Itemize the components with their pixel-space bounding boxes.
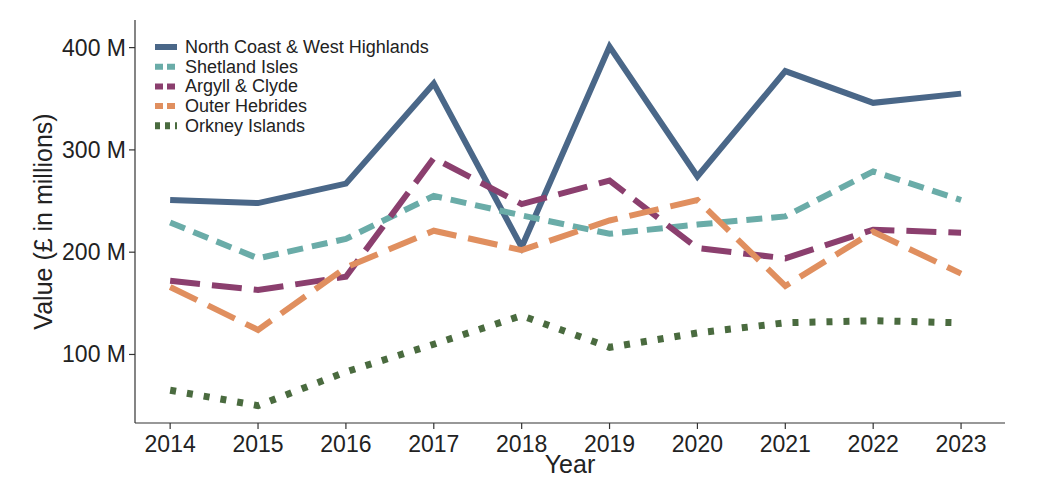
y-tick <box>129 149 135 150</box>
legend-swatch <box>155 122 177 129</box>
legend: North Coast & West HighlandsShetland Isl… <box>155 37 429 136</box>
series-line <box>170 200 961 330</box>
x-tick-label: 2015 <box>232 431 283 457</box>
x-axis-label: Year <box>545 450 596 478</box>
y-tick-label: 100 M <box>62 341 126 367</box>
legend-swatch <box>155 103 177 109</box>
y-tick-label: 300 M <box>62 137 126 163</box>
y-tick <box>129 252 135 253</box>
x-tick-label: 2018 <box>496 431 547 457</box>
x-tick-label: 2022 <box>848 431 899 457</box>
series-line <box>170 316 961 406</box>
x-tick <box>521 423 522 429</box>
x-tick <box>697 423 698 429</box>
y-axis-label: Value (£ in millions) <box>29 113 57 329</box>
lines <box>170 47 961 406</box>
legend-label: Orkney Islands <box>185 116 305 136</box>
x-tick <box>960 423 961 429</box>
x-tick <box>609 423 610 429</box>
legend-label: Argyll & Clyde <box>185 76 298 96</box>
legend-label: North Coast & West Highlands <box>185 37 429 57</box>
x-tick-label: 2016 <box>320 431 371 457</box>
legend-label: Outer Hebrides <box>185 96 307 116</box>
y-tick-label: 400 M <box>62 35 126 61</box>
x-tick <box>170 423 171 429</box>
x-axis-line <box>135 422 1005 423</box>
chart: 100 M 200 M 300 M 400 M 2014 2015 2016 2017 2018… <box>0 0 1044 480</box>
y-tick <box>129 47 135 48</box>
x-tick-label: 2017 <box>408 431 459 457</box>
x-tick-label: 2023 <box>935 431 986 457</box>
series-line <box>170 47 961 247</box>
series-line <box>170 158 961 290</box>
x-tick <box>345 423 346 429</box>
x-tick <box>873 423 874 429</box>
y-tick-label: 200 M <box>62 239 126 265</box>
legend-swatch <box>155 44 177 50</box>
y-tick <box>129 354 135 355</box>
x-tick <box>433 423 434 429</box>
series-line <box>170 171 961 258</box>
x-tick <box>785 423 786 429</box>
legend-swatch <box>155 64 177 70</box>
x-tick <box>257 423 258 429</box>
x-tick-label: 2014 <box>145 431 196 457</box>
legend-swatch <box>155 83 177 89</box>
x-tick-label: 2021 <box>760 431 811 457</box>
x-tick-label: 2020 <box>672 431 723 457</box>
legend-label: Shetland Isles <box>185 57 298 77</box>
y-axis-line <box>134 20 135 423</box>
